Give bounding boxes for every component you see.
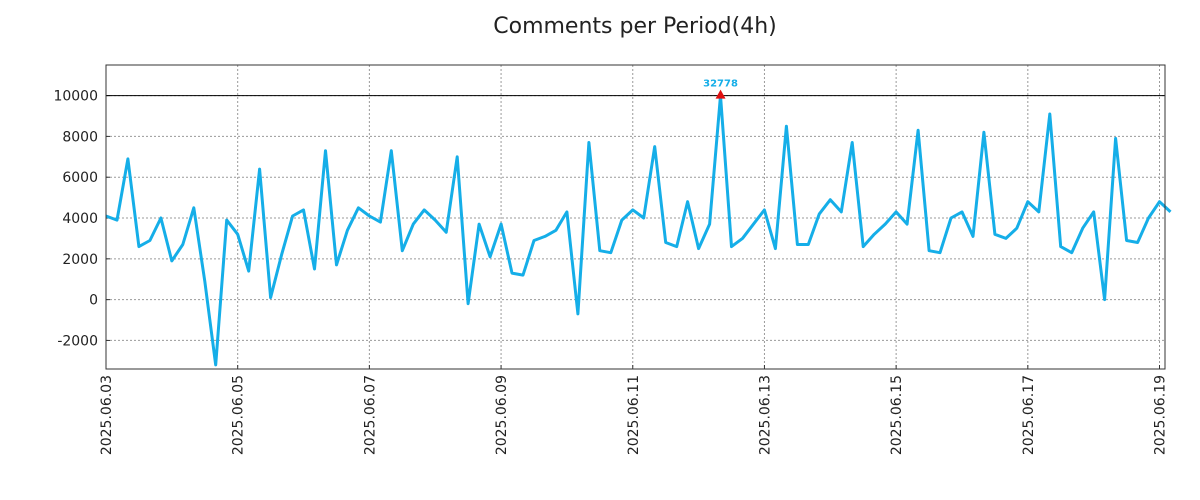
peak-label: 32778 xyxy=(703,79,738,90)
x-tick-label: 2025.06.13 xyxy=(757,375,773,455)
x-tick-label: 2025.06.11 xyxy=(626,375,642,455)
x-tick-label: 2025.06.09 xyxy=(494,375,510,455)
plot-frame xyxy=(105,64,1166,370)
x-tick-label: 2025.06.17 xyxy=(1021,375,1037,455)
y-tick-label: 6000 xyxy=(62,170,98,186)
peak-marker xyxy=(715,89,726,99)
x-tick-label: 2025.06.19 xyxy=(1153,375,1169,455)
series-line xyxy=(105,94,1172,367)
y-tick-label: 0 xyxy=(89,293,98,309)
x-tick-label: 2025.06.05 xyxy=(231,375,247,455)
y-tick-label: 4000 xyxy=(62,211,98,227)
y-tick-label: 8000 xyxy=(62,129,98,145)
x-tick-label: 2025.06.15 xyxy=(889,375,905,455)
x-tick-label: 2025.06.07 xyxy=(362,375,378,455)
y-tick-label: 2000 xyxy=(62,252,98,268)
chart-title: Comments per Period(4h) xyxy=(493,14,777,39)
y-tick-label: -2000 xyxy=(57,333,98,349)
x-tick-label: 2025.06.03 xyxy=(99,375,115,455)
y-tick-label: 10000 xyxy=(53,89,98,105)
